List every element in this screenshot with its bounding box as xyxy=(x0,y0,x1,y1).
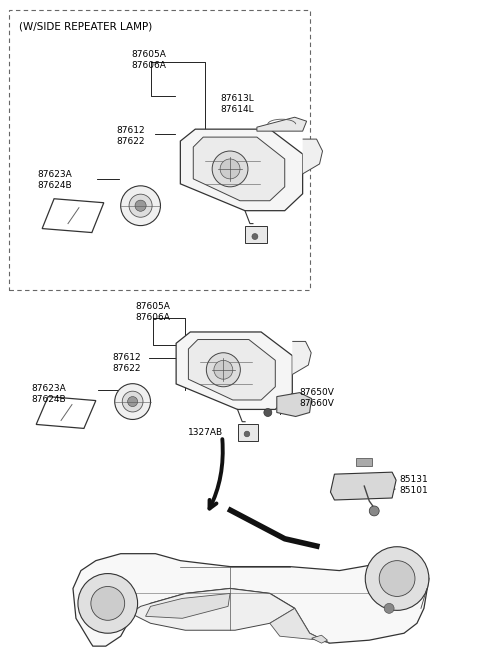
Text: 87622: 87622 xyxy=(113,364,141,373)
Text: 87605A: 87605A xyxy=(131,50,166,58)
Text: 87623A: 87623A xyxy=(37,170,72,179)
Text: 87606A: 87606A xyxy=(135,313,170,322)
Polygon shape xyxy=(292,341,311,375)
Polygon shape xyxy=(257,117,307,131)
Polygon shape xyxy=(189,339,276,400)
Circle shape xyxy=(128,396,138,407)
Circle shape xyxy=(91,586,125,620)
Circle shape xyxy=(252,234,258,240)
Circle shape xyxy=(135,200,146,212)
Text: 87612: 87612 xyxy=(113,353,142,362)
Polygon shape xyxy=(180,129,302,211)
Circle shape xyxy=(365,547,429,610)
Polygon shape xyxy=(312,635,327,643)
Polygon shape xyxy=(145,593,230,618)
Polygon shape xyxy=(270,608,329,643)
Text: 87613L: 87613L xyxy=(220,94,254,103)
Text: 87624B: 87624B xyxy=(31,394,66,403)
Polygon shape xyxy=(277,392,312,417)
Circle shape xyxy=(264,409,272,417)
Bar xyxy=(245,225,267,244)
Circle shape xyxy=(369,506,379,516)
Circle shape xyxy=(122,391,143,412)
Polygon shape xyxy=(176,332,292,409)
Text: 87660V: 87660V xyxy=(300,399,335,407)
Circle shape xyxy=(120,186,160,225)
Circle shape xyxy=(379,561,415,597)
Text: (W/SIDE REPEATER LAMP): (W/SIDE REPEATER LAMP) xyxy=(19,22,153,32)
Polygon shape xyxy=(193,137,285,200)
Polygon shape xyxy=(302,139,323,174)
Polygon shape xyxy=(131,588,295,630)
Circle shape xyxy=(384,603,394,613)
Text: 87624B: 87624B xyxy=(37,181,72,190)
Polygon shape xyxy=(330,472,396,500)
Circle shape xyxy=(220,159,240,179)
Circle shape xyxy=(206,353,240,386)
Circle shape xyxy=(78,574,138,633)
Bar xyxy=(238,424,258,441)
Text: 85101: 85101 xyxy=(399,486,428,495)
Text: 87605A: 87605A xyxy=(135,302,170,311)
Polygon shape xyxy=(73,553,429,646)
Circle shape xyxy=(212,151,248,187)
Circle shape xyxy=(115,384,151,419)
Text: 87650V: 87650V xyxy=(300,388,335,397)
Circle shape xyxy=(129,194,152,217)
Bar xyxy=(9,10,310,290)
Text: 87622: 87622 xyxy=(117,137,145,146)
Circle shape xyxy=(244,431,250,437)
Text: 1327AB: 1327AB xyxy=(188,428,223,438)
Bar xyxy=(356,458,372,466)
Text: 87606A: 87606A xyxy=(131,60,166,69)
Circle shape xyxy=(214,360,233,379)
Text: 85131: 85131 xyxy=(399,475,428,484)
Text: 87612: 87612 xyxy=(117,126,145,135)
Text: 87623A: 87623A xyxy=(31,384,66,393)
Text: 87614L: 87614L xyxy=(220,105,254,114)
